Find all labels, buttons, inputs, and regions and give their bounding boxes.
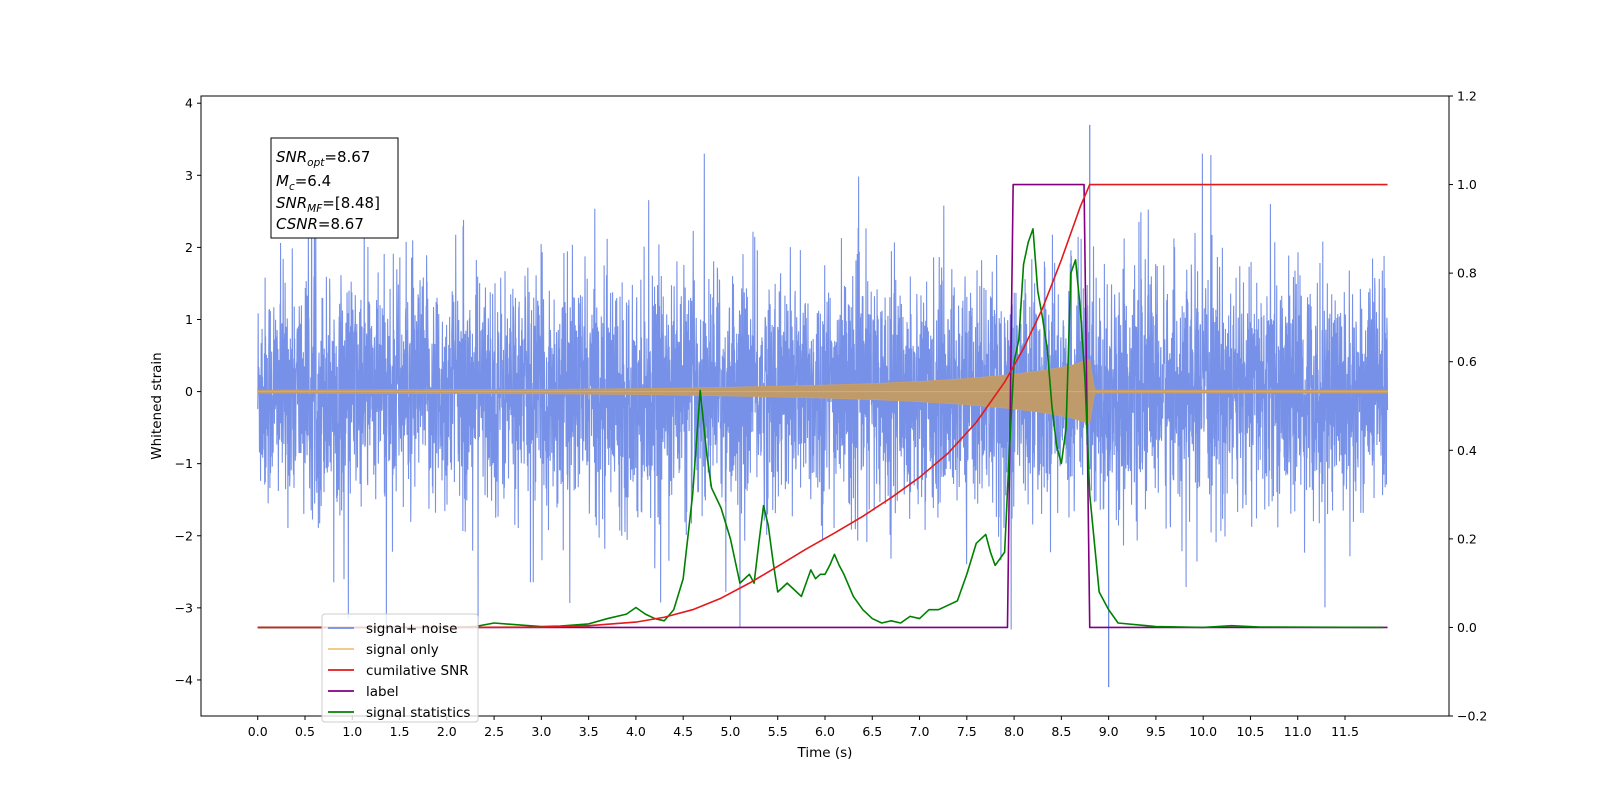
annotation-box: SNRopt=8.67 Mc=6.4 SNRMF=[8.48] CSNR=8.6… (270, 137, 399, 239)
x-tick-label: 1.0 (342, 724, 362, 739)
annotation-snr-mf: SNRMF=[8.48] (276, 194, 380, 215)
y2-tick-label: 0.0 (1457, 620, 1477, 635)
y2-tick-label: 0.4 (1457, 443, 1477, 458)
y2-tick-label: 0.8 (1457, 266, 1477, 281)
x-tick-label: 9.5 (1146, 724, 1166, 739)
y-tick-label: 3 (185, 168, 193, 183)
legend-label: signal only (366, 642, 439, 658)
x-tick-label: 11.5 (1331, 724, 1359, 739)
x-tick-label: 3.5 (579, 724, 599, 739)
y-tick-label: −4 (175, 672, 193, 687)
y-tick-label: −3 (175, 600, 193, 615)
y-tick-label: −2 (175, 528, 193, 543)
x-tick-label: 8.0 (1004, 724, 1024, 739)
y-tick-label: 0 (185, 384, 193, 399)
x-tick-label: 2.0 (437, 724, 457, 739)
y2-tick-label: 0.2 (1457, 531, 1477, 546)
x-tick-label: 4.5 (673, 724, 693, 739)
x-tick-label: 10.0 (1189, 724, 1217, 739)
x-tick-label: 0.5 (295, 724, 315, 739)
y2-tick-label: −0.2 (1457, 709, 1487, 724)
y-ticks: −4 −3 −2 −1 0 1 2 3 4 (175, 96, 201, 687)
series-label-line (257, 183, 1388, 629)
series-signal-noise-line (257, 153, 1389, 630)
x-tick-label: 8.5 (1051, 724, 1071, 739)
x-tick-label: 4.0 (626, 724, 646, 739)
y-tick-label: 4 (185, 96, 193, 111)
y-tick-label: 2 (185, 240, 193, 255)
y-tick-label: −1 (175, 456, 193, 471)
x-axis-label: Time (s) (797, 745, 853, 761)
y2-tick-label: 0.6 (1457, 354, 1477, 369)
x-tick-label: 5.5 (768, 724, 788, 739)
series-cumulative-snr-line (257, 183, 1388, 629)
x-tick-label: 0.0 (248, 724, 268, 739)
y-axis-label: Whitened strain (149, 352, 165, 459)
x-tick-label: 2.5 (484, 724, 504, 739)
annotation-csnr: CSNR=8.67 (276, 215, 364, 233)
x-tick-label: 6.0 (815, 724, 835, 739)
legend-label: label (366, 684, 399, 700)
x-tick-label: 7.5 (957, 724, 977, 739)
x-ticks: 0.0 0.5 1.0 1.5 2.0 2.5 3.0 3.5 4.0 4.5 5.0 5.5 6.0 6… (248, 716, 1359, 739)
y2-tick-label: 1.2 (1457, 89, 1477, 104)
x-tick-label: 10.5 (1237, 724, 1265, 739)
x-tick-label: 6.5 (862, 724, 882, 739)
y2-tick-label: 1.0 (1457, 177, 1477, 192)
x-tick-label: 7.0 (910, 724, 930, 739)
x-tick-label: 9.0 (1099, 724, 1119, 739)
x-tick-label: 1.5 (390, 724, 410, 739)
y-tick-label: 1 (185, 312, 193, 327)
x-tick-label: 11.0 (1284, 724, 1312, 739)
series-layer (257, 124, 1389, 688)
legend-label: signal statistics (366, 705, 470, 721)
series-signal-statistics-line (257, 228, 1383, 629)
legend: signal+ noise signal only cumilative SNR la… (321, 613, 479, 723)
legend-label: cumilative SNR (366, 663, 469, 679)
annotation-mc: Mc=6.4 (276, 172, 331, 193)
legend-label: signal+ noise (366, 621, 457, 637)
y2-ticks: −0.2 0.0 0.2 0.4 0.6 0.8 1.0 1.2 (1449, 89, 1487, 724)
x-tick-label: 5.0 (721, 724, 741, 739)
annotation-snr-opt: SNRopt=8.67 (276, 148, 370, 169)
x-tick-label: 3.0 (531, 724, 551, 739)
